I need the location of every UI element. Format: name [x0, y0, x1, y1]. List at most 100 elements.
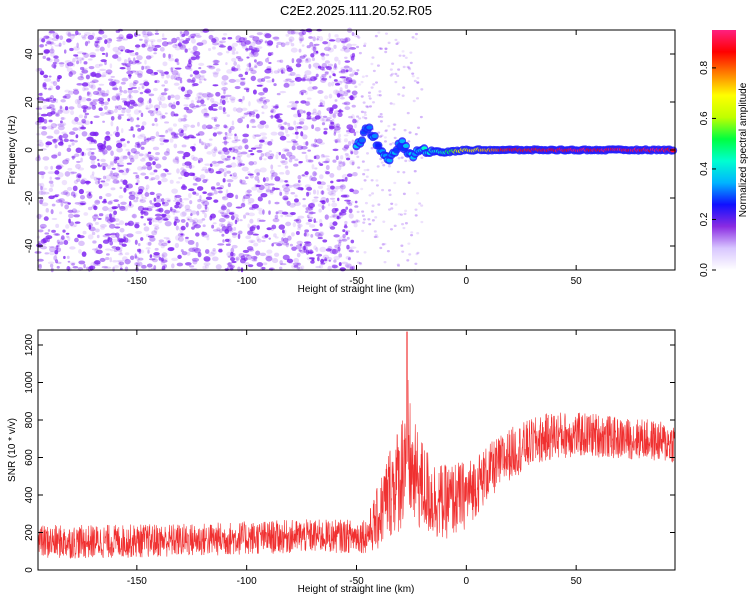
spectrogram-cell [40, 92, 43, 97]
spectrogram-cell [331, 248, 338, 255]
spectrogram-cell [351, 70, 357, 76]
spectrogram-cell [380, 134, 384, 137]
spectrogram-cell [383, 136, 387, 139]
spectrogram-cell [60, 235, 65, 240]
spectrogram-cell [348, 79, 353, 83]
spectrogram-cell [323, 127, 328, 131]
spectrogram-cell [162, 53, 166, 58]
spectrogram-cell [140, 210, 146, 214]
spectrogram-cell [191, 136, 196, 139]
spectrogram-cell [76, 173, 82, 178]
spectrogram-cell [259, 156, 263, 161]
spectrogram-cell [98, 213, 104, 217]
spectrogram-cell [315, 113, 320, 116]
spectrogram-cell [222, 196, 226, 199]
spectrogram-cell [136, 143, 141, 149]
spectrogram-cell [320, 53, 326, 56]
spectrogram-cell [189, 265, 195, 268]
spectrogram-cell [285, 221, 292, 227]
spectrogram-cell [322, 161, 330, 164]
spectrogram-cell [142, 33, 150, 38]
spectrogram-cell [155, 110, 162, 116]
spectrogram-cell [318, 161, 321, 165]
spectrogram-cell [252, 134, 257, 139]
spectrogram-cell [280, 214, 284, 218]
spectrogram-cell [62, 40, 66, 46]
spectrogram-cell [55, 177, 60, 181]
spectrogram-cell [363, 111, 367, 114]
spectrogram-cell [402, 171, 406, 174]
spectrogram-cell [149, 254, 153, 259]
spectrogram-cell [230, 247, 235, 254]
spectrogram-cell [241, 198, 246, 202]
spectrogram-cell [381, 243, 385, 246]
spectrogram-cell [215, 170, 222, 174]
spectrogram-cell [61, 179, 68, 186]
spectrogram-cell [96, 262, 101, 267]
spectrogram-cell [413, 79, 417, 83]
spectrogram-cell [384, 47, 388, 50]
spectrogram-cell [274, 114, 280, 119]
spectrogram-cell [226, 170, 231, 174]
spectrogram-cell [295, 135, 299, 139]
spectrogram-cell [175, 225, 179, 231]
spectrogram-cell [137, 166, 144, 171]
spectrogram-cell [84, 106, 92, 110]
spectrogram-cell [107, 201, 113, 205]
spectrogram-cell [334, 123, 338, 126]
spectrogram-cell [76, 42, 79, 49]
spectrogram-cell [121, 62, 127, 65]
spectrogram-cell [204, 249, 210, 254]
spectrogram-cell [172, 123, 178, 127]
spectrogram-cell [338, 212, 342, 216]
spectrogram-cell [281, 211, 289, 215]
spectrogram-cell [166, 238, 171, 241]
spectrogram-cell [192, 182, 198, 186]
spectrogram-cell [85, 190, 93, 194]
spectrogram-cell [123, 187, 127, 193]
spectrogram-cell [279, 90, 287, 94]
spectrogram-cell [332, 112, 337, 119]
spectrogram-cell [312, 86, 318, 90]
spectrogram-cell [379, 246, 383, 250]
spectrogram-cell [115, 94, 121, 100]
spectrogram-cell [110, 232, 117, 236]
spectrogram-cell [344, 177, 348, 182]
spectrogram-cell [287, 122, 291, 127]
spectrogram-cell [298, 224, 301, 229]
spectrogram-cell [130, 70, 137, 73]
spectrogram-cell [305, 154, 308, 160]
spectrogram-cell [336, 128, 341, 133]
spectrogram-cell [64, 106, 69, 111]
spectrogram-cell [319, 222, 323, 227]
spectrogram-cell [86, 81, 91, 87]
spectrogram-x-tick-label: -150 [127, 276, 147, 287]
spectrogram-cell [108, 217, 115, 223]
spectrogram-cell [280, 153, 286, 160]
spectrogram-cell [103, 144, 108, 149]
spectrogram-cell [145, 233, 150, 238]
spectrogram-cell [321, 116, 329, 123]
spectrogram-cell [376, 165, 380, 168]
spectrogram-cell [206, 124, 213, 130]
spectrogram-cell [302, 204, 307, 208]
spectrogram-cell [351, 139, 355, 145]
spectrogram-cell [136, 117, 140, 121]
spectrogram-cell [251, 49, 255, 54]
spectrogram-cell [106, 253, 110, 256]
spectrogram-cell [238, 162, 242, 167]
spectrogram-cell [98, 195, 103, 200]
spectrogram-cell [290, 191, 296, 195]
spectrogram-cell [362, 172, 366, 176]
spectrogram-cell [105, 174, 112, 181]
spectrogram-cell [80, 126, 87, 130]
spectrogram-y-tick-label: 20 [24, 96, 35, 108]
spectrogram-cell [262, 87, 268, 92]
spectrogram-cell [38, 171, 46, 176]
spectrogram-cell [175, 72, 181, 76]
spectrogram-cell [313, 144, 320, 148]
spectrogram-cell [202, 166, 208, 171]
spectrogram-cell [379, 113, 383, 116]
spectrogram-cell [312, 171, 317, 177]
spectrogram-cell [178, 128, 184, 133]
